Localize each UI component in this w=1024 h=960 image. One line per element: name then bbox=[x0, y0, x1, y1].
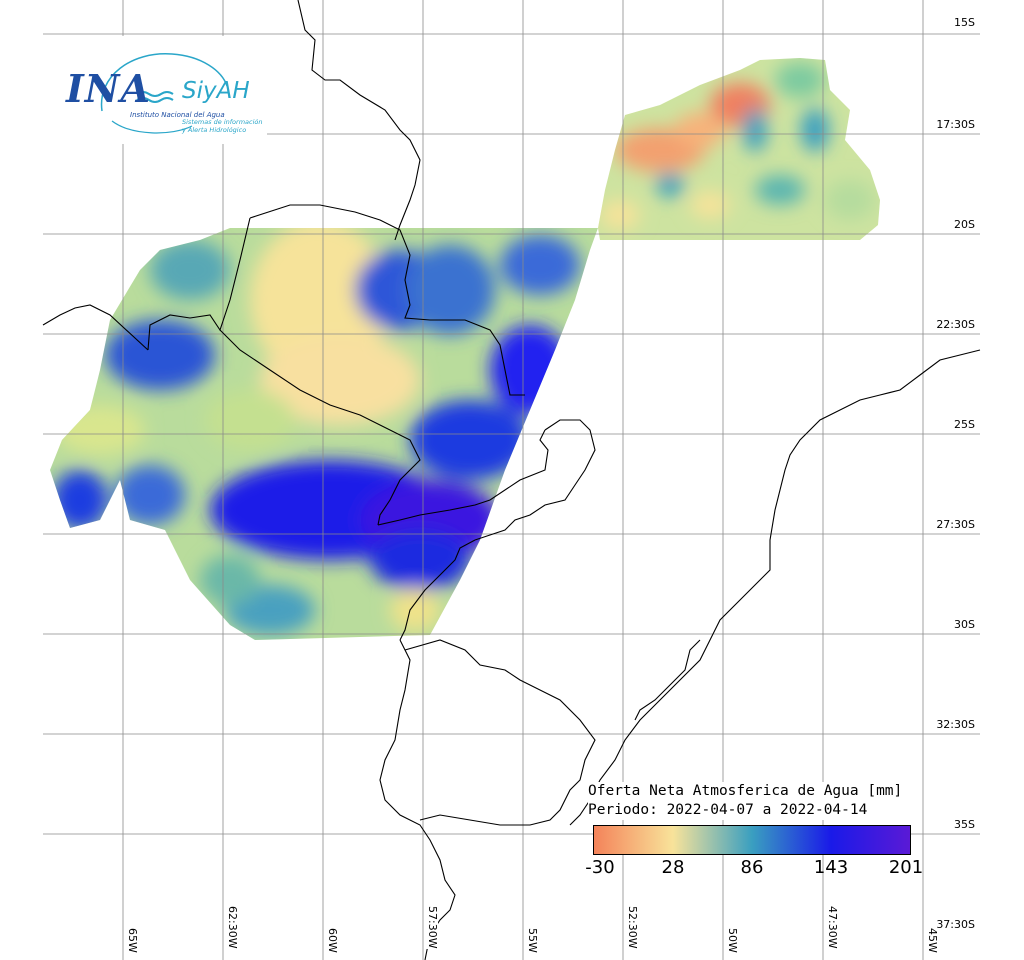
legend-title: Oferta Neta Atmosferica de Agua [mm] Per… bbox=[588, 782, 903, 820]
lat-label-32-30s: 32:30S bbox=[935, 718, 976, 731]
boundaries bbox=[42, 0, 981, 960]
lat-label-25s: 25S bbox=[953, 418, 976, 431]
logo-swoosh-icon bbox=[100, 53, 228, 134]
logo-subtitle-2: y Alerta Hidrológico bbox=[182, 126, 247, 134]
ina-siyah-logo: INA SiyAH Instituto Nacional del Agua Si… bbox=[42, 36, 267, 144]
legend-tick-0: -30 bbox=[585, 857, 615, 878]
lon-label-45w: 45W bbox=[926, 928, 939, 953]
lon-label-47-30w: 47:30W bbox=[826, 906, 839, 949]
logo-siyah-text: SiyAH bbox=[182, 78, 250, 104]
legend-tick-3: 143 bbox=[813, 857, 849, 878]
legend-variable-title: Oferta Neta Atmosferica de Agua [mm] bbox=[588, 783, 903, 799]
lat-label-20s: 20S bbox=[953, 218, 976, 231]
logo-subtitle-1: Sistemas de información bbox=[182, 118, 263, 126]
lon-label-62-30w: 62:30W bbox=[226, 906, 239, 949]
lat-label-37-30s: 37:30S bbox=[935, 918, 976, 931]
lon-label-55w: 55W bbox=[526, 928, 539, 953]
lat-label-30s: 30S bbox=[953, 618, 976, 631]
lon-label-60w: 60W bbox=[326, 928, 339, 953]
precipitation-field-north bbox=[598, 58, 880, 240]
lon-label-65w: 65W bbox=[126, 928, 139, 953]
legend-tick-4: 201 bbox=[888, 857, 924, 878]
lon-label-57-30w: 57:30W bbox=[426, 906, 439, 949]
legend-tick-1: 28 bbox=[661, 857, 685, 878]
lat-label-17-30s: 17:30S bbox=[935, 118, 976, 131]
logo-ina-text: INA bbox=[66, 66, 151, 111]
lon-label-52-30w: 52:30W bbox=[626, 906, 639, 949]
legend-tick-2: 86 bbox=[740, 857, 764, 878]
lon-label-50w: 50W bbox=[726, 928, 739, 953]
precipitation-field-main bbox=[50, 228, 598, 640]
legend-colorbar bbox=[593, 825, 911, 855]
lat-label-22-30s: 22:30S bbox=[935, 318, 976, 331]
lat-label-15s: 15S bbox=[953, 16, 976, 29]
legend-period: Periodo: 2022-04-07 a 2022-04-14 bbox=[588, 802, 868, 818]
logo-institute-text: Instituto Nacional del Agua bbox=[130, 111, 225, 119]
lat-label-35s: 35S bbox=[953, 818, 976, 831]
lat-label-27-30s: 27:30S bbox=[935, 518, 976, 531]
